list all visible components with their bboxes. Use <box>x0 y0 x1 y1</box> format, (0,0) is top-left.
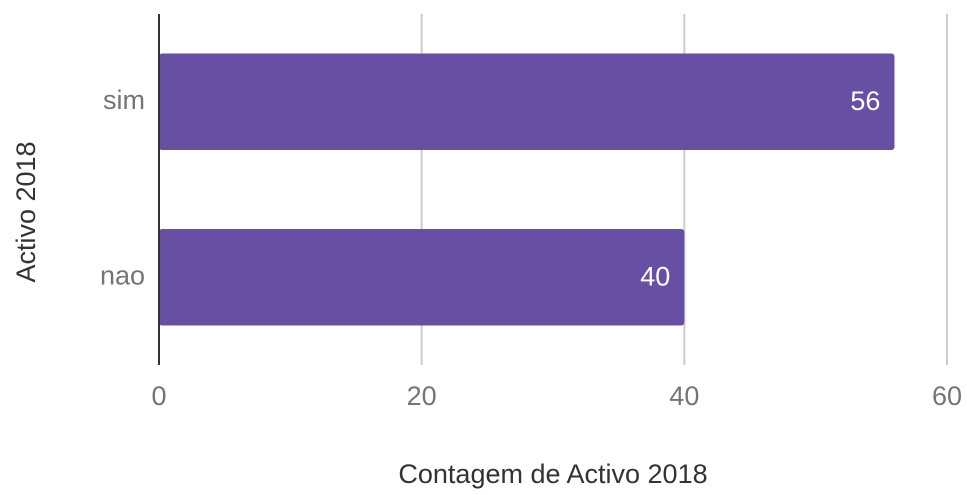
bar <box>159 228 685 326</box>
x-tick-label: 60 <box>932 381 962 411</box>
bar <box>159 53 895 151</box>
y-tick-label: sim <box>103 85 145 115</box>
x-tick-label: 20 <box>407 381 437 411</box>
value-label: 40 <box>640 261 670 291</box>
y-axis-title: Activo 2018 <box>11 141 41 282</box>
x-tick-label: 0 <box>151 381 166 411</box>
y-tick-label: nao <box>100 260 145 290</box>
value-label: 56 <box>850 86 880 116</box>
x-axis-title: Contagem de Activo 2018 <box>398 459 707 489</box>
x-tick-label: 40 <box>669 381 699 411</box>
